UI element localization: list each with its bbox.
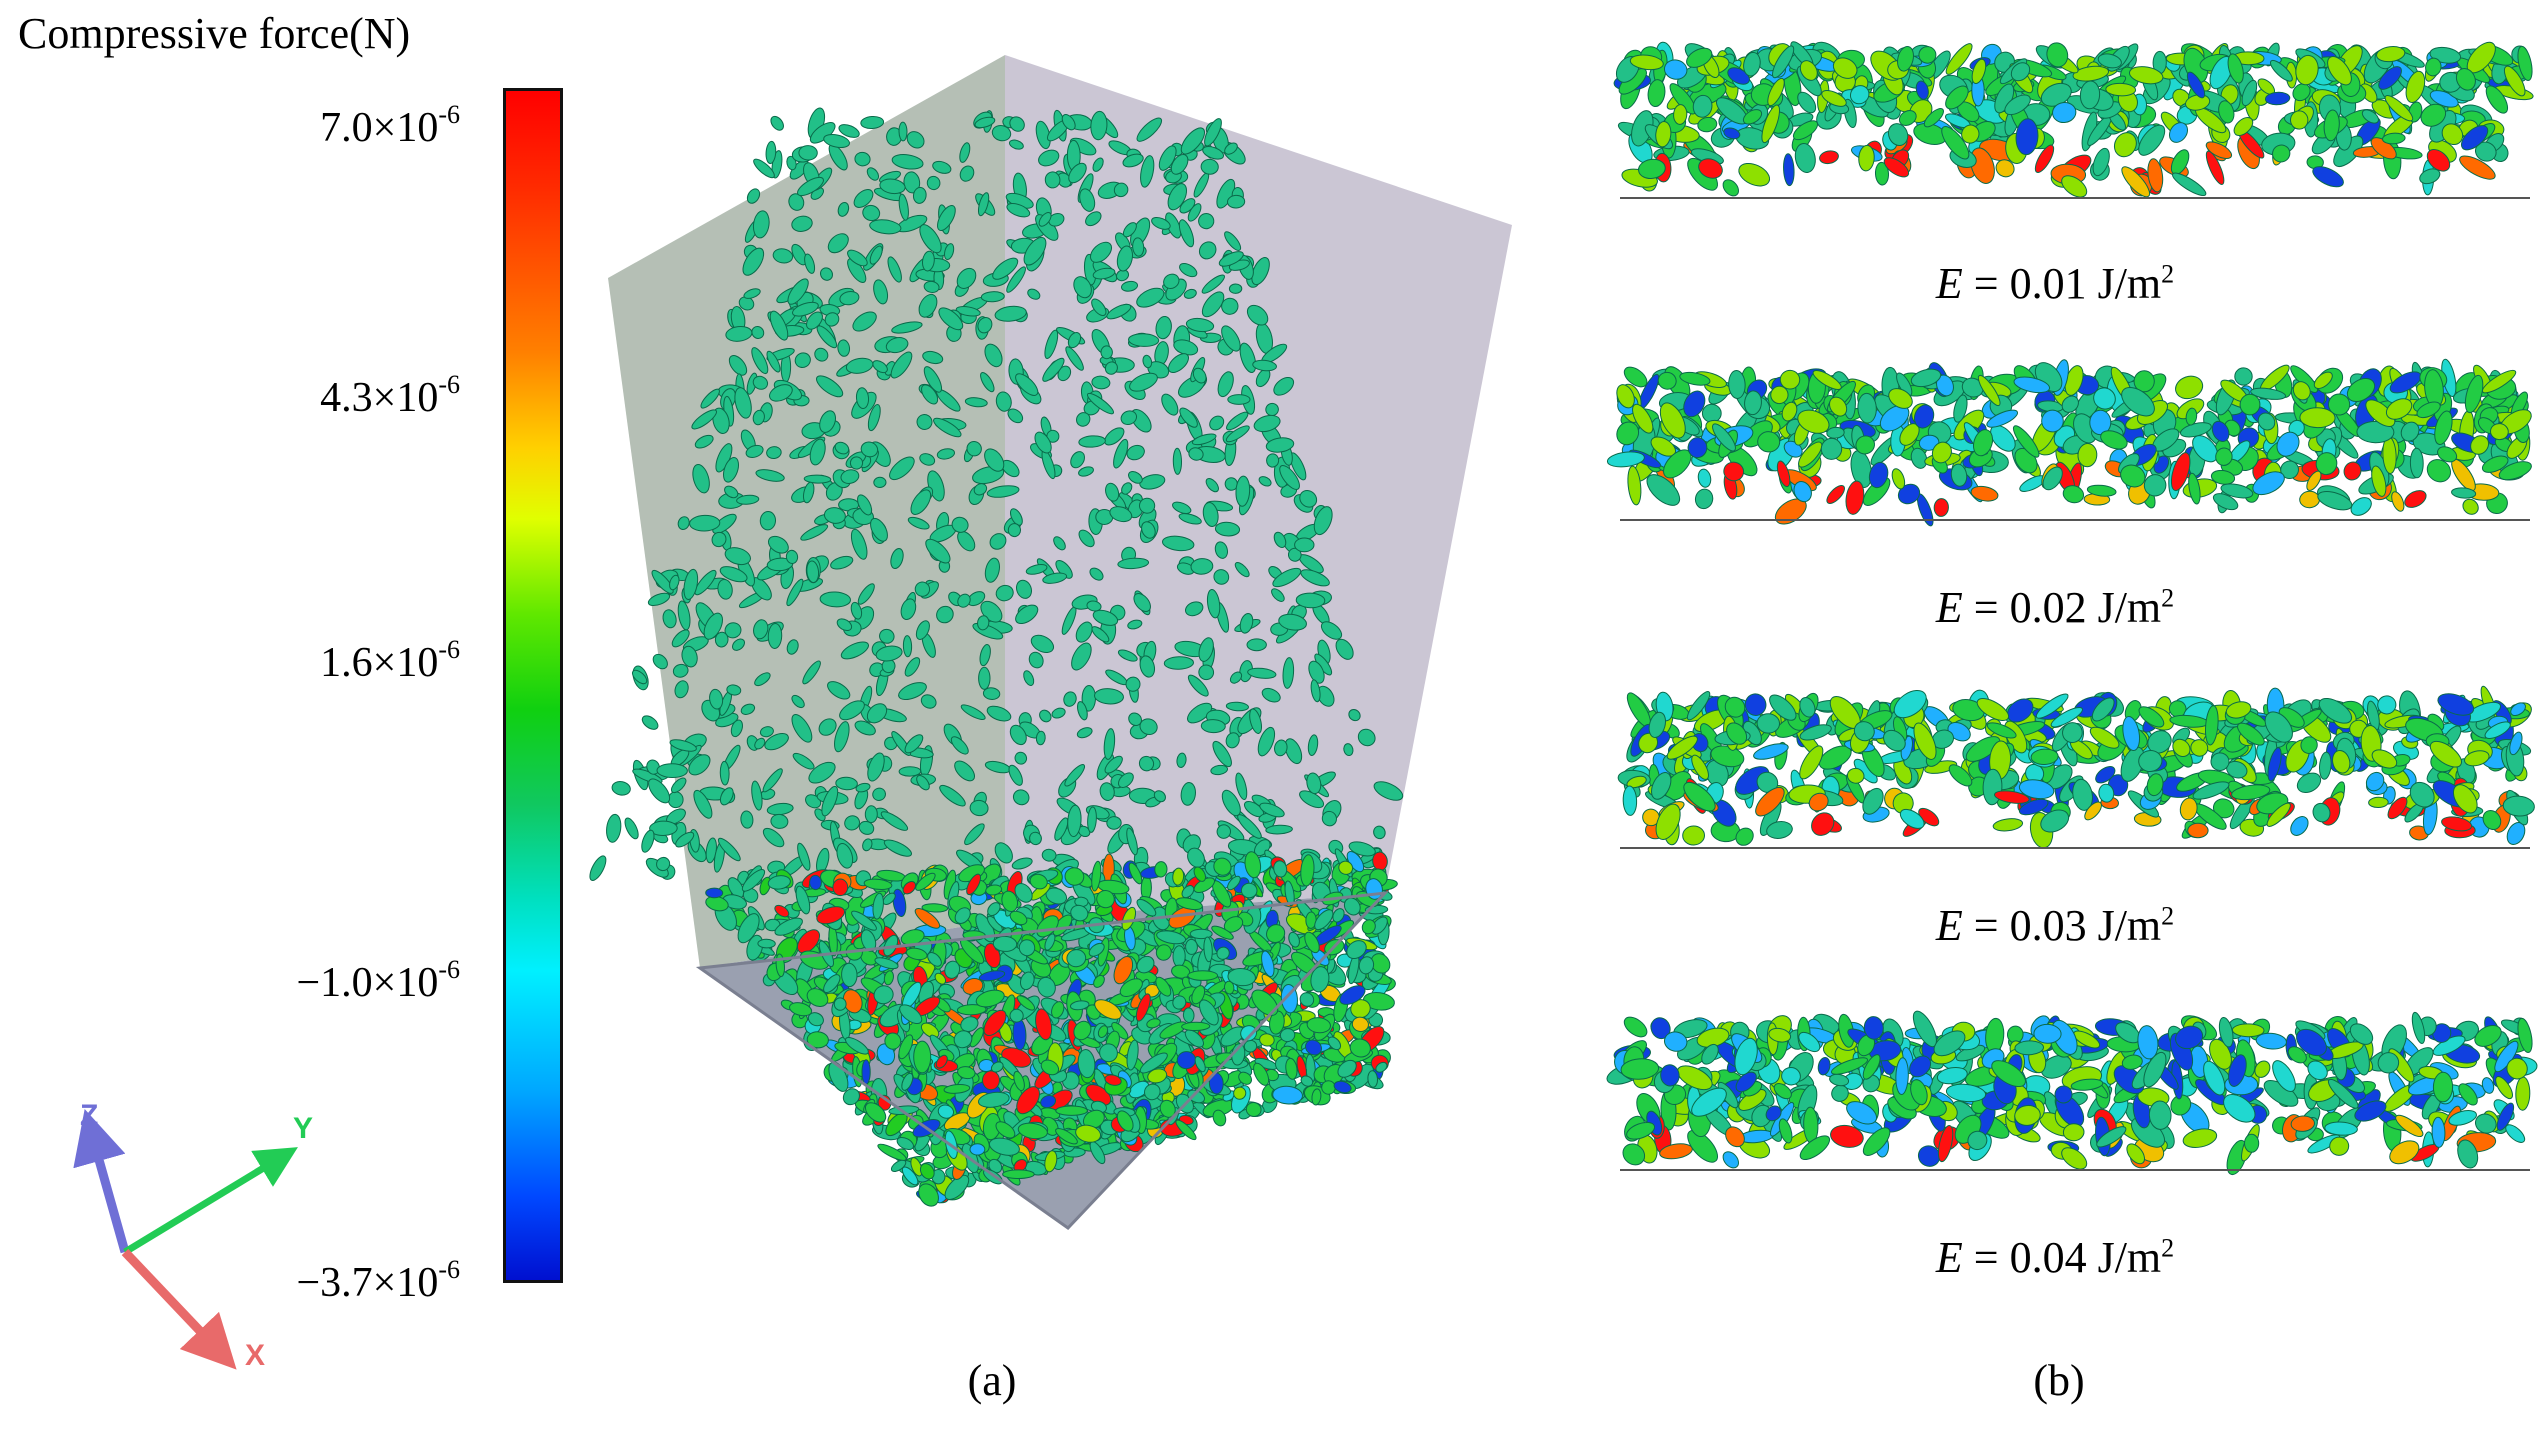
caption-b: (b) [2033, 1356, 2085, 1405]
box-left-wall [608, 55, 1005, 968]
packing-strip [1617, 685, 2535, 849]
axis-triad: Z Y X [73, 1099, 313, 1372]
caption-a: (a) [967, 1356, 1017, 1405]
colorbar-tick-4: −1.0×10-6 [296, 955, 460, 1006]
colorbar-title: Compressive force(N) [18, 9, 411, 58]
z-axis-arrow [73, 1109, 130, 1254]
colorbar [503, 88, 563, 1283]
packing-strips [1606, 41, 2538, 1176]
x-axis-arrow [121, 1248, 237, 1370]
y-axis-arrow [123, 1147, 298, 1255]
y-axis-label: Y [293, 1112, 313, 1145]
colorbar-tick-2: 4.3×10-6 [320, 370, 460, 421]
z-axis-label: Z [80, 1099, 98, 1132]
box-floor-edge [695, 891, 1389, 1230]
energy-label-1: E = 0.01 J/m2 [1935, 259, 2175, 308]
energy-label-4: E = 0.04 J/m2 [1935, 1233, 2175, 1282]
packing-strip [1613, 41, 2534, 199]
x-axis-label: X [245, 1339, 265, 1372]
packing-strip [1606, 1010, 2538, 1176]
packing-strip [1606, 358, 2532, 527]
box-right-wall [1005, 55, 1512, 920]
colorbar-tick-3: 1.6×10-6 [320, 635, 460, 686]
particle-cloud [589, 107, 1404, 1207]
colorbar-tick-max: 7.0×10-6 [320, 100, 460, 151]
simulation-box [589, 55, 1512, 1230]
energy-label-2: E = 0.02 J/m2 [1935, 583, 2175, 632]
energy-label-3: E = 0.03 J/m2 [1935, 901, 2175, 950]
colorbar-tick-min: −3.7×10-6 [296, 1255, 460, 1306]
